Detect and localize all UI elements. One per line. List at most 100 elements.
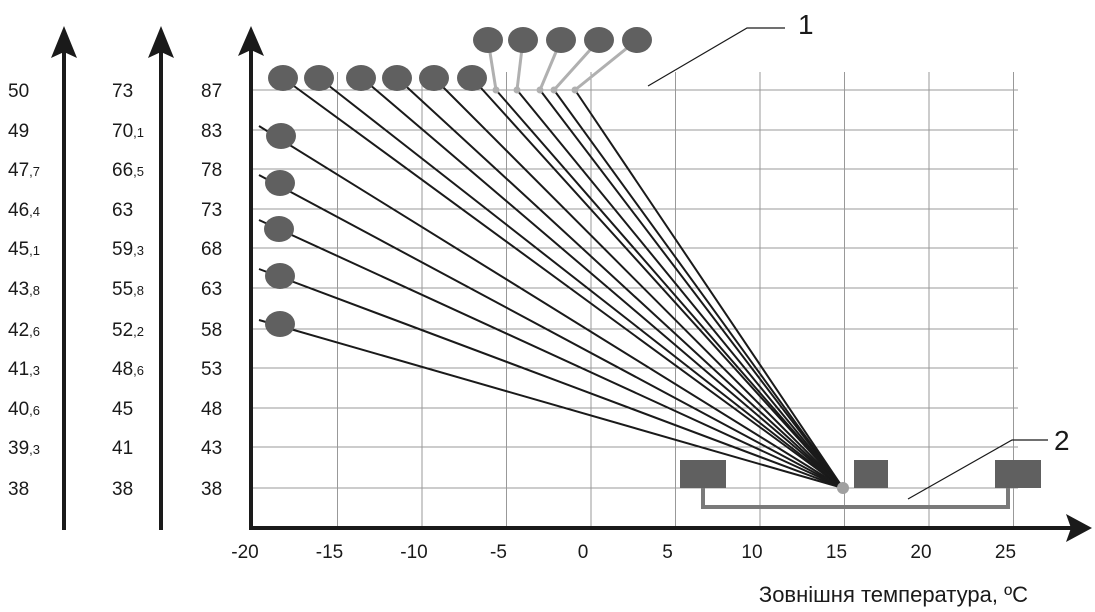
- x-tick-label: 15: [826, 542, 847, 563]
- scale-value: 46,4: [8, 200, 40, 221]
- x-tick-label: 20: [910, 542, 931, 563]
- scale-value: 49: [8, 121, 29, 142]
- curve-knob: [584, 27, 614, 53]
- scale-value: 39,3: [8, 438, 40, 459]
- heating-curve-12: [258, 125, 844, 489]
- indicator-middle: [854, 460, 888, 488]
- heating-curve-4: [396, 77, 844, 489]
- curve-knob: [268, 65, 298, 91]
- x-tick-label: 5: [662, 542, 673, 563]
- scale-value: 70,1: [112, 121, 144, 142]
- scale-value: 55,8: [112, 279, 144, 300]
- scale-value: 45: [112, 399, 133, 420]
- heating-curve-6: [471, 77, 844, 489]
- curve-knob: [304, 65, 334, 91]
- supply-temp-label: 53: [201, 359, 222, 380]
- curve-knob: [266, 123, 296, 149]
- supply-temp-label: 78: [201, 160, 222, 181]
- axes: [51, 26, 1092, 542]
- supply-temp-label: 58: [201, 320, 222, 341]
- supply-temp-label: 83: [201, 121, 222, 142]
- curve-knob: [546, 27, 576, 53]
- scale-value: 38: [8, 479, 29, 500]
- callout-2-label: 2: [1054, 425, 1070, 456]
- curve-knob: [265, 311, 295, 337]
- supply-temp-label: 48: [201, 399, 222, 420]
- indicator-right: [995, 460, 1041, 488]
- scale-value: 48,6: [112, 359, 144, 380]
- scale-value: 38: [112, 479, 133, 500]
- scale-value: 63: [112, 200, 133, 221]
- callout-1-leader: [647, 27, 785, 87]
- curve-knob: [457, 65, 487, 91]
- x-axis-arrow: [1066, 514, 1092, 542]
- scale-value: 66,5: [112, 160, 144, 181]
- curve-end-dot: [513, 86, 521, 94]
- heating-curve-16: [258, 319, 844, 489]
- heating-curve-10: [553, 89, 844, 489]
- curve-knob: [473, 27, 503, 53]
- supply-temp-label: 73: [201, 200, 222, 221]
- supply-temp-label: 43: [201, 438, 222, 459]
- convergence-point: [837, 482, 849, 494]
- supply-temp-label: 63: [201, 279, 222, 300]
- curve-end-dot: [536, 86, 544, 94]
- scale-value: 42,6: [8, 320, 40, 341]
- scale-value: 52,2: [112, 320, 144, 341]
- supply-temp-label: 38: [201, 479, 222, 500]
- x-tick-label: -5: [490, 542, 507, 563]
- heating-curve-7: [495, 89, 844, 489]
- x-tick-label: 0: [578, 542, 589, 563]
- y-axis-arrow: [238, 26, 264, 56]
- heating-curve-14: [258, 219, 844, 489]
- scale-value: 59,3: [112, 239, 144, 260]
- heating-curve-5: [433, 77, 844, 489]
- heating-curve-8: [516, 89, 844, 489]
- indicator-left: [680, 460, 726, 488]
- x-tick-label: -20: [231, 542, 258, 563]
- heating-curve-11: [574, 89, 844, 489]
- curve-knob: [508, 27, 538, 53]
- callout-1-label: 1: [798, 9, 814, 40]
- x-tick-label: 25: [995, 542, 1016, 563]
- heating-curve-1: [282, 77, 844, 489]
- curve-knob: [419, 65, 449, 91]
- room-bracket: [647, 27, 1048, 509]
- scale-value: 41: [112, 438, 133, 459]
- scale-value: 45,1: [8, 239, 40, 260]
- callout-2-leader: [907, 439, 1048, 500]
- scale-value: 50: [8, 81, 29, 102]
- grid: [251, 72, 1018, 528]
- x-tick-label: -15: [316, 542, 343, 563]
- curve-knob: [265, 170, 295, 196]
- range-bracket: [701, 488, 1010, 509]
- curve-knob: [346, 65, 376, 91]
- curve-end-dot: [492, 86, 500, 94]
- curve-knobs: [264, 27, 652, 337]
- heating-curve-15: [258, 268, 844, 489]
- curve-knob: [265, 263, 295, 289]
- scale-value: 43,8: [8, 279, 40, 300]
- supply-temp-label: 68: [201, 239, 222, 260]
- curve-end-dot: [550, 86, 558, 94]
- curve-end-dot: [571, 86, 579, 94]
- heating-curve-13: [258, 174, 844, 489]
- curve-knob: [264, 216, 294, 242]
- curve-knob: [382, 65, 412, 91]
- x-tick-label: -10: [400, 542, 427, 563]
- supply-temp-label: 87: [201, 81, 222, 102]
- heating-curve-9: [539, 89, 844, 489]
- x-axis-title: Зовнішня температура, ºС: [759, 582, 1028, 607]
- heating-curve-3: [361, 77, 844, 489]
- heating-curve-2: [318, 77, 844, 489]
- scale-value: 40,6: [8, 399, 40, 420]
- x-tick-label: 10: [741, 542, 762, 563]
- curve-knob: [622, 27, 652, 53]
- scale-axis-arrow-2: [148, 26, 174, 58]
- scale-value: 73: [112, 81, 133, 102]
- scale-axis-arrow-1: [51, 26, 77, 58]
- scale-value: 41,3: [8, 359, 40, 380]
- value-scales: -20 -15 -10 -5 0 5 10 15 20 25 50 49 47,7 46,4 45,1 43,…: [8, 81, 1016, 563]
- scale-value: 47,7: [8, 160, 40, 181]
